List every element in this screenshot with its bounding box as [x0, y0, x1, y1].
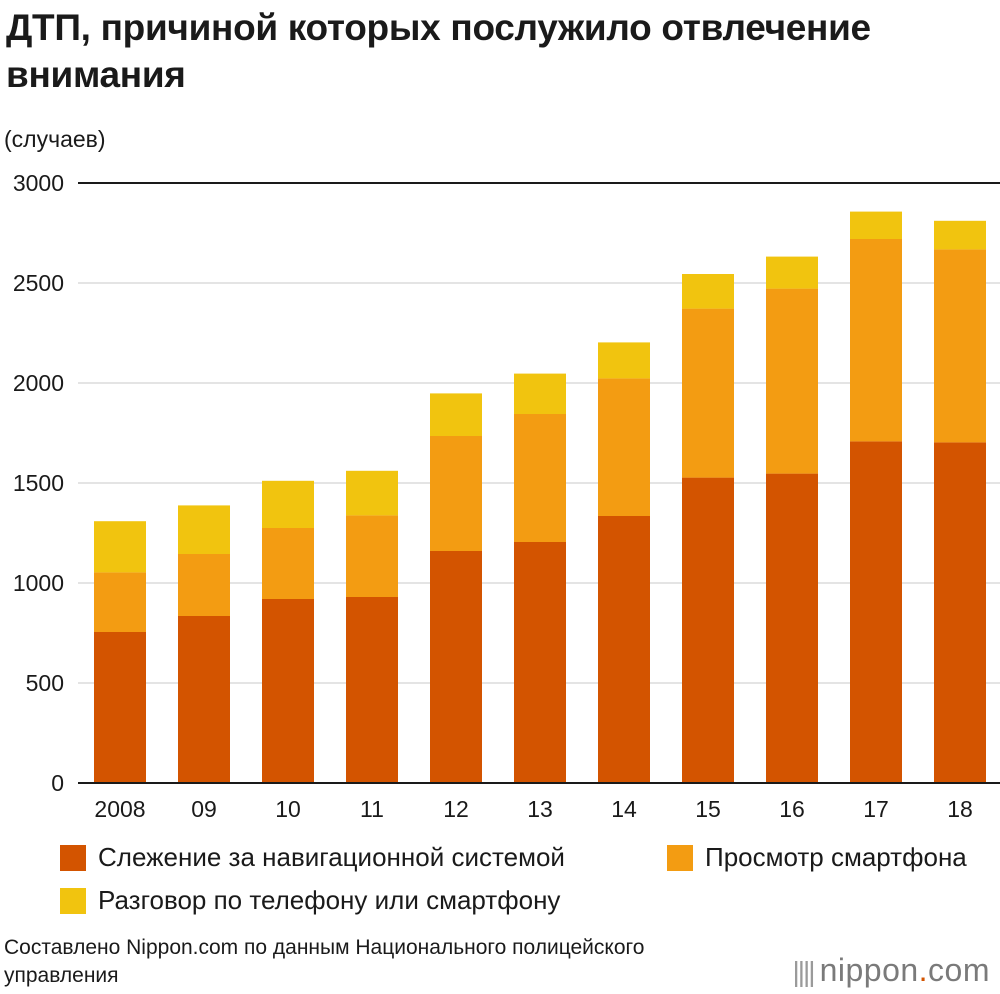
bar-09-series-0 [178, 616, 230, 783]
bar-15-series-0 [682, 477, 734, 783]
bar-16-series-2 [766, 256, 818, 289]
bar-15-series-2 [682, 274, 734, 309]
bar-09-series-2 [178, 505, 230, 554]
logo-text: nippon [819, 952, 919, 988]
x-tick-label-14: 14 [611, 796, 637, 822]
legend-swatch-navigation [60, 844, 86, 871]
bar-10-series-1 [262, 528, 314, 599]
x-tick-label-09: 09 [191, 796, 217, 822]
bar-10-series-0 [262, 599, 314, 783]
bar-18-series-1 [934, 249, 986, 443]
logo-suffix: com [928, 952, 990, 988]
bar-10-series-2 [262, 480, 314, 528]
bar-13-series-1 [514, 414, 566, 542]
logo-mark: |||| [792, 956, 815, 987]
bar-11-series-2 [346, 470, 398, 516]
y-axis-unit-label: (случаев) [4, 126, 106, 152]
bar-11-series-1 [346, 515, 398, 597]
y-tick-label-500: 500 [26, 670, 64, 696]
bar-2008-series-2 [94, 521, 146, 573]
x-tick-label-10: 10 [275, 796, 301, 822]
bar-14-series-2 [598, 342, 650, 379]
source-note: Составлено Nippon.com по данным Национал… [4, 936, 645, 987]
legend-item-navigation: Слежение за навигационной системой [60, 842, 565, 873]
bar-09-series-1 [178, 554, 230, 616]
x-tick-label-15: 15 [695, 796, 721, 822]
x-tick-label-16: 16 [779, 796, 805, 822]
y-tick-label-3000: 3000 [13, 170, 64, 196]
bar-12-series-0 [430, 551, 482, 783]
bar-17-series-0 [850, 441, 902, 783]
bar-18-series-0 [934, 442, 986, 783]
bar-11-series-0 [346, 597, 398, 783]
legend-swatch-phone-call [60, 887, 86, 914]
bar-14-series-1 [598, 378, 650, 516]
x-tick-label-11: 11 [360, 796, 384, 822]
chart-title: ДТП, причиной которых послужило отвлечен… [6, 7, 871, 95]
logo-dot: . [918, 952, 929, 988]
legend-label-navigation: Слежение за навигационной системой [98, 842, 565, 872]
bar-12-series-1 [430, 436, 482, 551]
bar-17-series-1 [850, 239, 902, 442]
bar-2008-series-1 [94, 572, 146, 632]
x-tick-label-2008: 2008 [94, 796, 145, 822]
x-tick-label-12: 12 [443, 796, 469, 822]
y-tick-label-2000: 2000 [13, 370, 64, 396]
bar-14-series-0 [598, 516, 650, 783]
bar-15-series-1 [682, 308, 734, 478]
stacked-bar-chart: 0 500 1000 1500 2000 2500 3000 2008 09 10 11 12 13 14… [13, 170, 1000, 822]
legend-label-smartphone-viewing: Просмотр смартфона [705, 842, 967, 872]
y-tick-label-2500: 2500 [13, 270, 64, 296]
bar-12-series-2 [430, 393, 482, 436]
bar-13-series-0 [514, 542, 566, 783]
nippon-logo: |||| nippon.com [792, 952, 990, 989]
bar-13-series-2 [514, 373, 566, 414]
bar-17-series-2 [850, 211, 902, 239]
legend-label-phone-call: Разговор по телефону или смартфону [98, 885, 561, 915]
y-tick-label-1500: 1500 [13, 470, 64, 496]
legend-item-smartphone-viewing: Просмотр смартфона [667, 842, 967, 873]
legend-swatch-smartphone-viewing [667, 844, 693, 871]
legend-item-phone-call: Разговор по телефону или смартфону [60, 885, 560, 916]
y-tick-label-0: 0 [51, 770, 64, 796]
bar-16-series-1 [766, 288, 818, 474]
bar-16-series-0 [766, 473, 818, 783]
y-tick-label-1000: 1000 [13, 570, 64, 596]
x-tick-label-13: 13 [527, 796, 553, 822]
bar-18-series-2 [934, 220, 986, 250]
bar-2008-series-0 [94, 632, 146, 783]
x-tick-label-18: 18 [947, 796, 973, 822]
x-tick-label-17: 17 [863, 796, 889, 822]
